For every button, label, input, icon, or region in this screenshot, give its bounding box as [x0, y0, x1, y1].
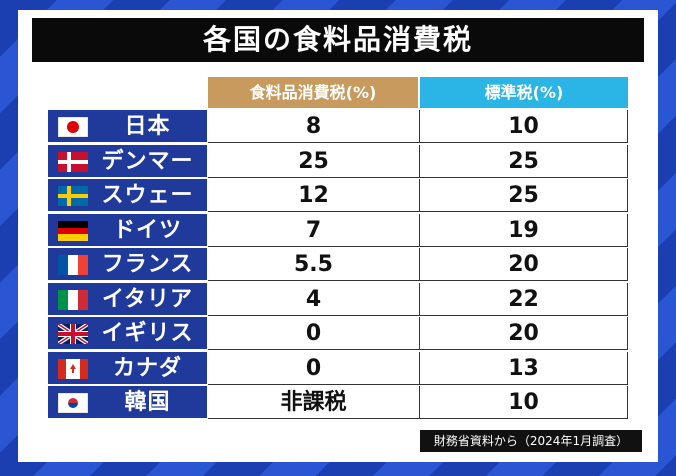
value-cell: 4 [208, 282, 420, 316]
flag [58, 117, 88, 137]
value-cell: 19 [420, 213, 628, 247]
country-cell: イタリア [48, 282, 208, 316]
country-cell: ドイツ [48, 213, 208, 247]
value-cell: 非課税 [208, 386, 420, 419]
country-cell: カナダ [48, 351, 208, 385]
country-cell: デンマーク [48, 144, 208, 207]
header-cell: 食料品消費税(%) [208, 77, 418, 108]
value-cell: 0 [208, 351, 420, 385]
flag [58, 186, 88, 206]
header-cell: 標準税(%) [420, 77, 628, 108]
country-cell: フランス [48, 248, 208, 281]
value-cell: 20 [420, 248, 628, 281]
flag [58, 151, 88, 172]
value-cell: 25 [208, 144, 420, 178]
value-cell: 13 [420, 351, 628, 385]
title: 各国の食料品消費税 [32, 18, 644, 62]
value-cell: 7 [208, 213, 420, 247]
value-cell: 10 [420, 386, 628, 419]
country-cell: 日本 [48, 110, 208, 143]
value-cell: 12 [208, 179, 420, 212]
country-name: 韓国 [124, 390, 171, 415]
flag [58, 289, 88, 310]
value-cell: 10 [420, 110, 628, 143]
country-cell: 韓国 [48, 386, 208, 419]
value-cell: 25 [420, 144, 628, 178]
value-cell: 8 [208, 110, 420, 143]
country-cell: スウェーデン [48, 179, 208, 241]
flag [58, 393, 88, 413]
flag [58, 324, 88, 344]
country-name: フランス [101, 252, 194, 277]
value-cell: 0 [208, 317, 420, 350]
value-cell: 22 [420, 282, 628, 316]
value-cell: 25 [420, 179, 628, 212]
flag [58, 220, 88, 241]
country-name: カナダ [112, 355, 182, 381]
footer: 財務省資料から（2024年1月調査） [420, 430, 642, 452]
country-name: イタリア [101, 286, 194, 312]
country-name: イギリス [101, 321, 194, 346]
country-name: 日本 [124, 114, 171, 139]
value-cell: 5.5 [208, 248, 420, 281]
country-name: ドイツ [112, 217, 182, 243]
flag [58, 255, 88, 275]
country-cell: イギリス [48, 317, 208, 350]
value-cell: 20 [420, 317, 628, 350]
flag [58, 358, 88, 379]
